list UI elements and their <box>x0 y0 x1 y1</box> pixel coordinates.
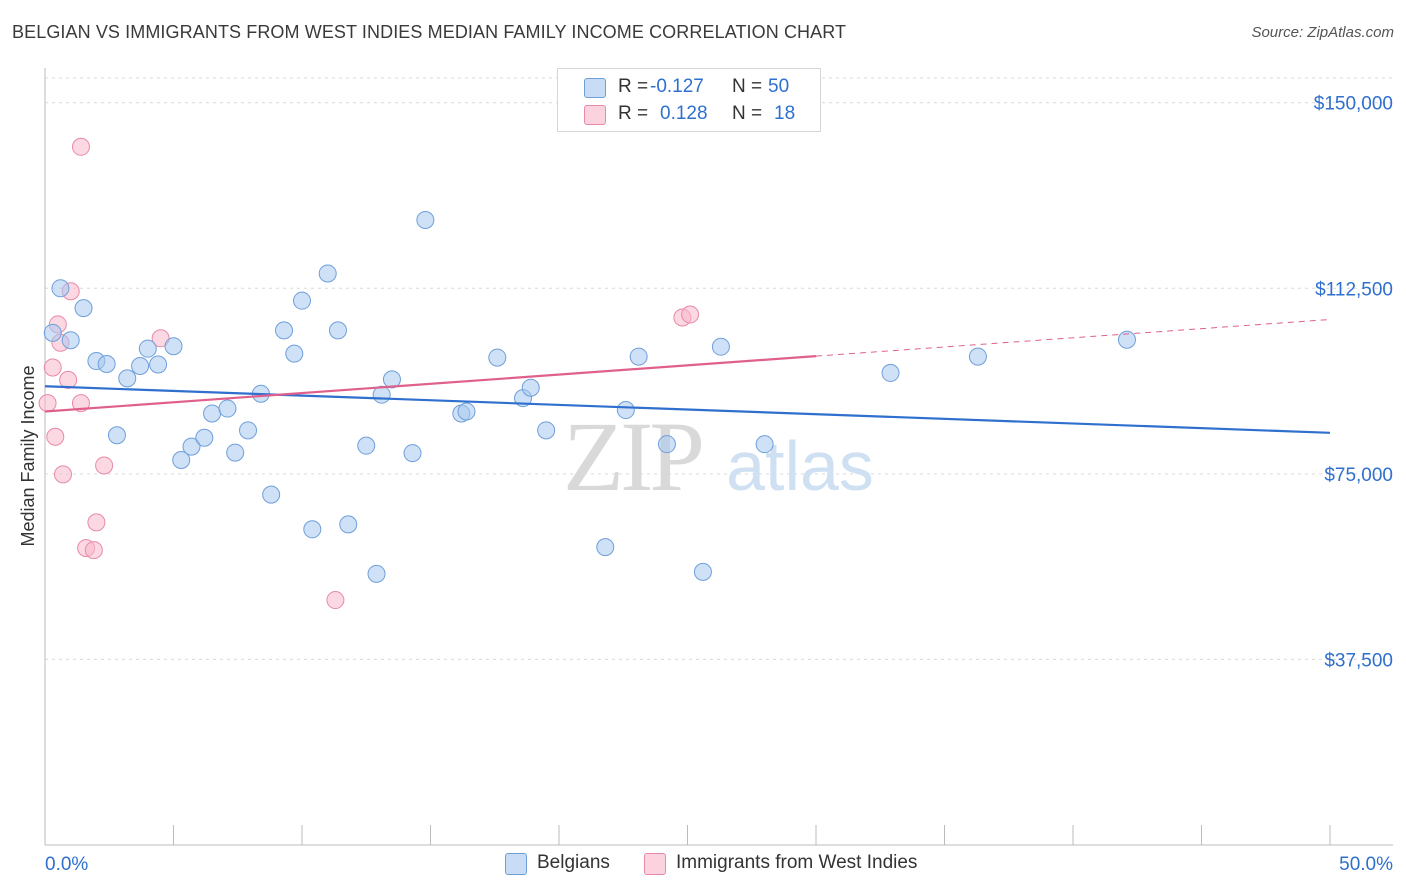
data-point-belgian <box>97 355 116 374</box>
data-point-belgian <box>131 356 150 375</box>
data-point-belgian <box>218 399 237 418</box>
legend-row-belgians: R = -0.127 N = 50 <box>558 74 820 102</box>
data-point-belgian <box>367 564 386 583</box>
data-point-belgian <box>1117 330 1136 349</box>
data-point-belgian <box>195 428 214 447</box>
y-tick-label: $37,500 <box>1324 650 1393 671</box>
legend-swatch-belgians <box>584 78 606 98</box>
data-point-west-indies <box>71 137 90 156</box>
data-point-belgian <box>416 211 435 230</box>
data-point-belgian <box>339 515 358 534</box>
data-point-belgian <box>328 321 347 340</box>
data-point-belgian <box>172 451 191 470</box>
data-point-belgian <box>616 401 635 420</box>
data-point-belgian <box>285 344 304 363</box>
data-point-belgian <box>303 520 322 539</box>
data-point-west-indies <box>43 358 62 377</box>
chart-title: BELGIAN VS IMMIGRANTS FROM WEST INDIES M… <box>12 22 847 42</box>
correlation-legend: R = -0.127 N = 50 R = 0.128 N = 18 <box>557 68 821 132</box>
y-axis-title: Median Family Income <box>18 365 38 546</box>
legend-r-value: -0.127 <box>650 76 704 97</box>
data-point-west-indies <box>84 541 103 560</box>
grid-lines <box>45 77 1393 660</box>
legend-row-west-indies: R = 0.128 N = 18 <box>558 101 820 129</box>
data-point-belgian <box>239 421 258 440</box>
watermark-atlas: atlas <box>726 427 874 505</box>
trend-line-west-indies-extension <box>815 318 1331 357</box>
bottom-legend-label-west-indies: Immigrants from West Indies <box>676 852 918 873</box>
data-point-west-indies <box>71 394 90 413</box>
data-point-west-indies <box>681 305 700 324</box>
data-point-belgian <box>488 348 507 367</box>
legend-n-label: N = <box>732 103 763 124</box>
data-point-belgian <box>596 538 615 557</box>
trend-line-belgians <box>44 385 1331 434</box>
data-point-belgian <box>968 347 987 366</box>
data-point-belgian <box>403 444 422 463</box>
data-point-belgian <box>203 404 222 423</box>
legend-n-label: N = <box>732 76 763 97</box>
data-point-west-indies <box>38 394 57 413</box>
y-tick-label: $75,000 <box>1324 465 1393 486</box>
data-point-west-indies <box>151 329 170 348</box>
data-point-belgian <box>629 347 648 366</box>
data-point-belgian <box>182 437 201 456</box>
data-point-belgian <box>61 331 80 350</box>
data-point-belgian <box>521 378 540 397</box>
legend-swatch-west-indies <box>584 105 606 125</box>
data-point-belgian <box>226 443 245 462</box>
trend-line-west-indies <box>44 355 817 413</box>
data-point-belgian <box>711 337 730 356</box>
data-point-belgian <box>149 355 168 374</box>
data-point-belgian <box>74 299 93 318</box>
bottom-legend-swatch-belgians <box>505 853 527 875</box>
data-point-belgian <box>43 323 62 342</box>
data-point-belgian <box>537 421 556 440</box>
data-point-belgian <box>138 339 157 358</box>
data-point-west-indies <box>59 370 78 389</box>
data-point-belgian <box>51 279 70 298</box>
data-point-belgian <box>457 402 476 421</box>
series-belgians-points <box>43 211 1136 583</box>
data-point-belgian <box>118 369 137 388</box>
data-point-belgian <box>318 264 337 283</box>
x-tick-label: 0.0% <box>45 854 88 875</box>
data-point-belgian <box>107 426 126 445</box>
bottom-legend-swatch-west-indies <box>644 853 666 875</box>
data-point-belgian <box>657 435 676 454</box>
data-point-belgian <box>881 363 900 382</box>
trend-lines <box>44 318 1331 434</box>
data-point-west-indies <box>326 591 345 610</box>
source-label: Source: ZipAtlas.com <box>1251 24 1394 41</box>
data-point-west-indies <box>95 456 114 475</box>
legend-r-value: 0.128 <box>660 103 708 124</box>
data-point-belgian <box>262 485 281 504</box>
watermark-zip: ZIP <box>563 401 701 512</box>
axes <box>44 68 1393 846</box>
legend-n-value: 50 <box>768 76 790 97</box>
data-point-belgian <box>755 435 774 454</box>
legend-r-label: R = <box>618 76 649 97</box>
data-point-belgian <box>382 370 401 389</box>
legend-r-label: R = <box>618 103 649 124</box>
y-tick-label: $112,500 <box>1315 279 1393 300</box>
bottom-legend-label-belgians: Belgians <box>537 852 610 873</box>
data-point-belgian <box>693 562 712 581</box>
data-point-west-indies <box>53 465 72 484</box>
data-point-west-indies <box>46 427 65 446</box>
y-tick-label: $150,000 <box>1314 94 1393 115</box>
data-point-belgian <box>357 436 376 455</box>
tick-labels: $37,500 $75,000 $112,500 $150,000 0.0% 50.0% <box>45 94 1393 875</box>
data-point-belgian <box>164 337 183 356</box>
data-point-west-indies <box>87 513 106 532</box>
series-west-indies-points <box>38 137 700 610</box>
data-point-belgian <box>293 291 311 310</box>
data-point-belgian <box>275 321 294 340</box>
legend-n-value: 18 <box>774 103 796 124</box>
x-tick-label: 50.0% <box>1339 854 1393 875</box>
